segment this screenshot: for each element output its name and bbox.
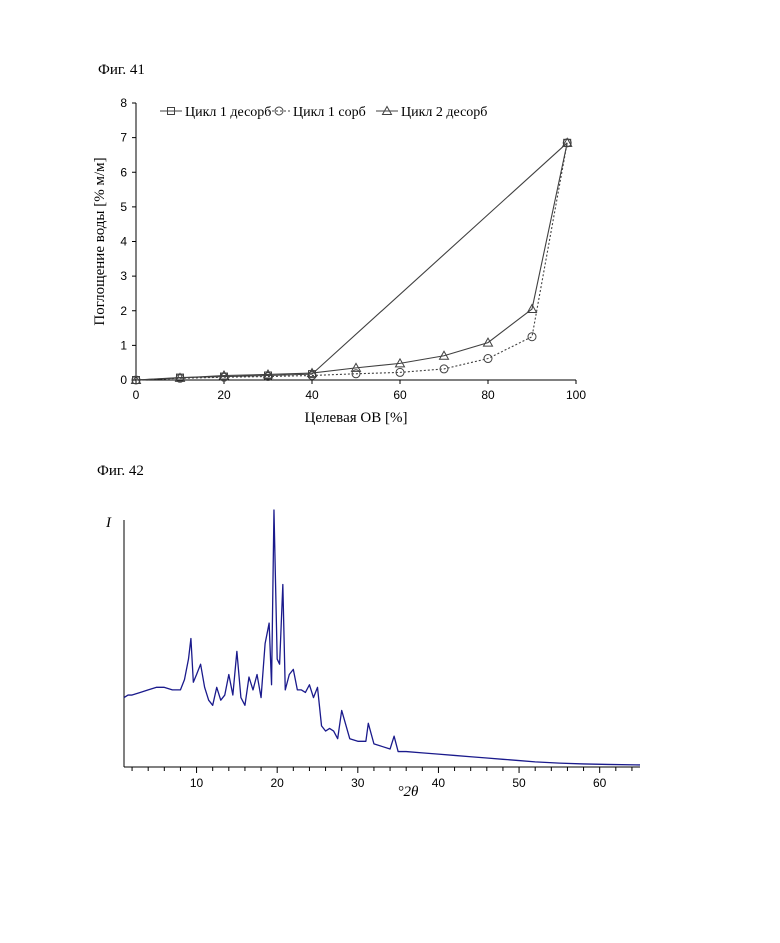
x-tick-label: 20 [271, 776, 285, 790]
x-tick-label: 10 [190, 776, 204, 790]
x-tick-label: 60 [593, 776, 607, 790]
x-tick-label: 40 [432, 776, 446, 790]
x-tick-label: 50 [512, 776, 526, 790]
x-axis-title: °2θ [398, 784, 419, 800]
y-axis-title: I [105, 515, 112, 531]
x-tick-label: 30 [351, 776, 365, 790]
xrd-series-line [124, 510, 640, 765]
